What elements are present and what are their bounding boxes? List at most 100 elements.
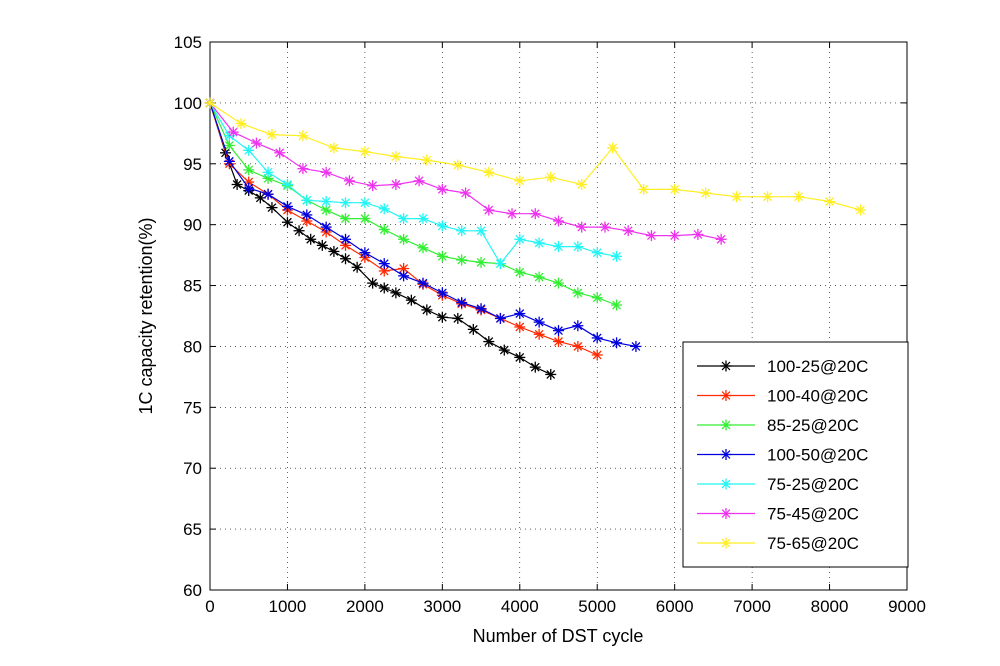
- data-point: [390, 150, 402, 162]
- data-point: [223, 155, 235, 167]
- data-point: [545, 368, 557, 380]
- data-point: [456, 254, 468, 266]
- data-point: [243, 144, 255, 156]
- data-point: [340, 213, 352, 225]
- legend-marker: [720, 360, 732, 372]
- data-point: [340, 197, 352, 209]
- data-point: [417, 242, 429, 254]
- legend-marker: [720, 508, 732, 519]
- x-tick-label: 9000: [888, 597, 926, 616]
- data-point: [398, 233, 410, 245]
- data-point: [533, 316, 545, 328]
- data-point: [475, 225, 487, 237]
- data-point: [591, 349, 603, 361]
- data-point: [320, 166, 332, 178]
- data-point: [320, 221, 332, 233]
- x-tick-label: 7000: [733, 597, 771, 616]
- data-point: [436, 250, 448, 262]
- data-point: [576, 221, 588, 233]
- series-75-45@20C: [204, 97, 727, 245]
- legend-entry: 100-50@20C: [697, 446, 868, 465]
- data-point: [824, 196, 836, 208]
- legend-label: 100-40@20C: [767, 387, 868, 406]
- data-point: [715, 233, 727, 245]
- data-point: [378, 203, 390, 215]
- data-point: [483, 336, 495, 348]
- x-tick-label: 3000: [423, 597, 461, 616]
- data-point: [533, 328, 545, 340]
- data-point: [553, 215, 564, 227]
- data-point: [576, 178, 588, 190]
- data-point: [367, 277, 379, 289]
- data-point: [494, 258, 506, 270]
- data-point: [436, 311, 448, 323]
- legend-entry: 85-25@20C: [697, 416, 859, 435]
- data-point: [529, 208, 541, 220]
- y-tick-label: 85: [183, 277, 202, 296]
- legend-label: 75-25@20C: [767, 475, 859, 494]
- data-point: [367, 180, 379, 192]
- data-point: [305, 233, 317, 245]
- data-point: [340, 233, 352, 245]
- axis-ticks: 0 1000 2000 3000 4000 5000 6000 7000 8000 9000 60 6…: [174, 33, 926, 616]
- data-point: [529, 361, 541, 373]
- data-point: [553, 325, 564, 337]
- series-line: [209, 102, 617, 306]
- data-point: [514, 308, 526, 320]
- data-point: [328, 142, 340, 154]
- series-line: [209, 102, 617, 265]
- data-point: [506, 208, 518, 220]
- legend: 100-25@20C 100-40@20C 85-25@20C 100-50@20C 7…: [682, 341, 909, 568]
- data-point: [475, 256, 487, 268]
- data-point: [436, 183, 448, 195]
- x-tick-label: 4000: [501, 597, 539, 616]
- data-point: [591, 292, 603, 304]
- data-point: [692, 228, 704, 240]
- y-axis-title: 1C capacity retention(%): [136, 217, 156, 414]
- data-point: [638, 183, 650, 195]
- data-point: [262, 188, 274, 200]
- legend-entry: 75-45@20C: [697, 505, 859, 524]
- legend-marker: [720, 419, 732, 431]
- data-point: [611, 337, 623, 349]
- data-point: [398, 270, 410, 282]
- data-point: [572, 241, 584, 253]
- data-point: [514, 266, 526, 278]
- data-point: [359, 197, 371, 209]
- data-point: [340, 253, 352, 265]
- data-point: [378, 282, 390, 294]
- data-point: [359, 146, 371, 158]
- data-point: [607, 142, 619, 154]
- legend-marker: [720, 478, 732, 490]
- data-point: [293, 225, 305, 237]
- x-tick-label: 6000: [656, 597, 694, 616]
- data-point: [611, 299, 623, 311]
- legend-marker: [720, 390, 732, 401]
- data-point: [281, 178, 293, 190]
- y-tick-label: 65: [183, 520, 202, 539]
- series-line: [209, 102, 861, 211]
- data-point: [436, 287, 448, 299]
- y-tick-label: 70: [183, 459, 202, 478]
- data-point: [731, 191, 743, 203]
- data-point: [460, 187, 472, 199]
- data-point: [700, 187, 712, 199]
- data-point: [227, 126, 239, 138]
- data-point: [855, 204, 867, 216]
- data-point: [498, 344, 510, 356]
- data-point: [553, 336, 564, 348]
- data-point: [645, 230, 657, 242]
- data-point: [591, 332, 603, 344]
- data-point: [243, 182, 255, 194]
- data-point: [533, 237, 545, 249]
- y-tick-label: 95: [183, 155, 202, 174]
- data-point: [483, 204, 495, 216]
- data-point: [266, 129, 278, 141]
- data-point: [467, 323, 479, 335]
- data-point: [359, 247, 371, 259]
- data-point: [417, 213, 429, 225]
- x-tick-label: 1000: [269, 597, 307, 616]
- data-point: [599, 221, 611, 233]
- legend-entry: 100-40@20C: [697, 387, 868, 406]
